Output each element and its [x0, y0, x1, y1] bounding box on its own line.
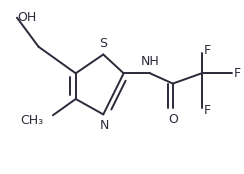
Text: F: F — [204, 104, 211, 117]
Text: NH: NH — [141, 55, 159, 68]
Text: N: N — [100, 119, 109, 132]
Text: OH: OH — [17, 11, 36, 24]
Text: S: S — [99, 37, 107, 50]
Text: O: O — [168, 113, 178, 126]
Text: F: F — [234, 67, 241, 80]
Text: F: F — [204, 44, 211, 57]
Text: CH₃: CH₃ — [20, 114, 43, 127]
